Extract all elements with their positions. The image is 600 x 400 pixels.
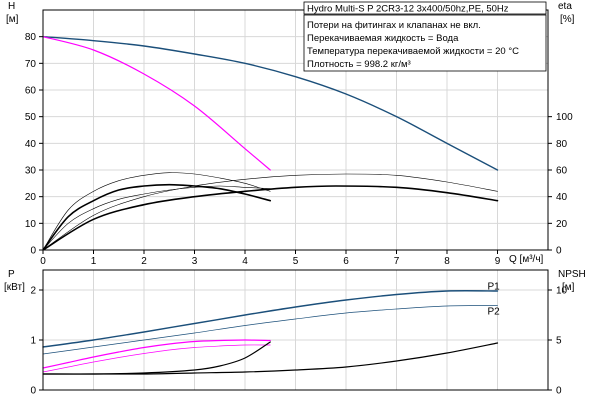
top-right-tick-label: 100 — [556, 112, 573, 123]
note-density: Плотность = 998.2 кг/м³ — [307, 59, 411, 70]
bottom-right-tick-label: 5 — [556, 336, 562, 347]
top-series-6 — [42, 185, 271, 251]
note-liquid: Перекачиваемая жидкость = Вода — [307, 33, 459, 44]
npsh-axis-unit: [м] — [562, 282, 575, 293]
top-x-tick-label: 8 — [444, 256, 450, 267]
top-left-tick-label: 40 — [25, 139, 37, 150]
top-right-tick-label: 60 — [556, 166, 568, 177]
top-x-tick-label: 4 — [242, 256, 248, 267]
series-label-p1: P1 — [488, 282, 501, 293]
series-labels: P1 P2 — [488, 282, 501, 318]
top-left-tick-label: 60 — [25, 86, 37, 97]
bottom-left-tick-label: 1 — [30, 336, 36, 347]
pump-model-title: Hydro Multi-S P 2CR3-12 3x400/50hz,PE, 5… — [307, 4, 509, 15]
top-x-tick-label: 9 — [495, 256, 501, 267]
bottom-series-5 — [42, 341, 271, 375]
top-right-tick-label: 40 — [556, 192, 568, 203]
top-chart-series — [42, 35, 499, 251]
top-chart-ticks: 0 10 20 30 40 50 60 70 80 0 20 40 60 80 100 0 1 2 3 4 5 6 7 8 9 — [25, 32, 573, 267]
top-series-4 — [42, 183, 272, 251]
pump-header-box — [303, 1, 547, 15]
top-series-2 — [42, 185, 499, 251]
top-right-tick-label: 0 — [556, 246, 562, 257]
top-left-tick-label: 50 — [25, 112, 37, 123]
top-left-tick-label: 0 — [30, 246, 36, 257]
power-axis-unit: [кВт] — [4, 282, 25, 293]
top-x-tick-label: 6 — [343, 256, 349, 267]
top-series-1 — [42, 36, 271, 171]
top-x-tick-label: 5 — [293, 256, 299, 267]
top-right-tick-label: 80 — [556, 139, 568, 150]
top-series-5 — [42, 172, 271, 251]
top-x-tick-label: 2 — [141, 256, 147, 267]
note-fittings: Потери на фитингах и клапанах не вкл. — [307, 20, 481, 31]
bottom-right-tick-label: 10 — [556, 286, 568, 297]
eta-axis-unit: [%] — [560, 14, 575, 25]
bottom-series-2 — [42, 339, 271, 369]
bottom-chart-series — [42, 290, 499, 375]
top-left-tick-label: 20 — [25, 192, 37, 203]
bottom-chart-frame — [42, 269, 549, 391]
info-notes-box — [303, 14, 547, 72]
note-temperature: Температура перекачиваемой жидкости = 20… — [307, 46, 519, 57]
bottom-left-tick-label: 2 — [30, 286, 36, 297]
top-series-3 — [42, 173, 498, 251]
bottom-chart-grid — [42, 270, 549, 391]
top-x-tick-label: 0 — [40, 256, 46, 267]
eta-axis-title: eta — [558, 1, 572, 12]
bottom-right-tick-label: 0 — [556, 386, 562, 397]
top-left-tick-label: 30 — [25, 166, 37, 177]
bottom-series-p2 — [42, 305, 498, 355]
bottom-series-p1 — [42, 290, 499, 348]
head-axis-title: H — [8, 1, 15, 12]
head-axis-unit: [м] — [6, 14, 19, 25]
series-label-p2: P2 — [488, 307, 501, 318]
top-series-0 — [42, 35, 499, 171]
bottom-chart-ticks: 0 1 2 0 5 10 — [30, 286, 567, 397]
flow-axis-title: Q [м³/ч] — [509, 254, 544, 265]
top-x-tick-label: 3 — [192, 256, 198, 267]
top-left-tick-label: 70 — [25, 59, 37, 70]
npsh-axis-title: NPSH — [558, 269, 586, 280]
top-x-tick-label: 7 — [394, 256, 400, 267]
top-left-tick-label: 80 — [25, 32, 37, 43]
bottom-series-3 — [42, 344, 271, 373]
top-x-tick-label: 1 — [91, 256, 97, 267]
top-left-tick-label: 10 — [25, 219, 37, 230]
top-right-tick-label: 20 — [556, 219, 568, 230]
power-axis-title: P — [8, 269, 15, 280]
bottom-left-tick-label: 0 — [30, 386, 36, 397]
